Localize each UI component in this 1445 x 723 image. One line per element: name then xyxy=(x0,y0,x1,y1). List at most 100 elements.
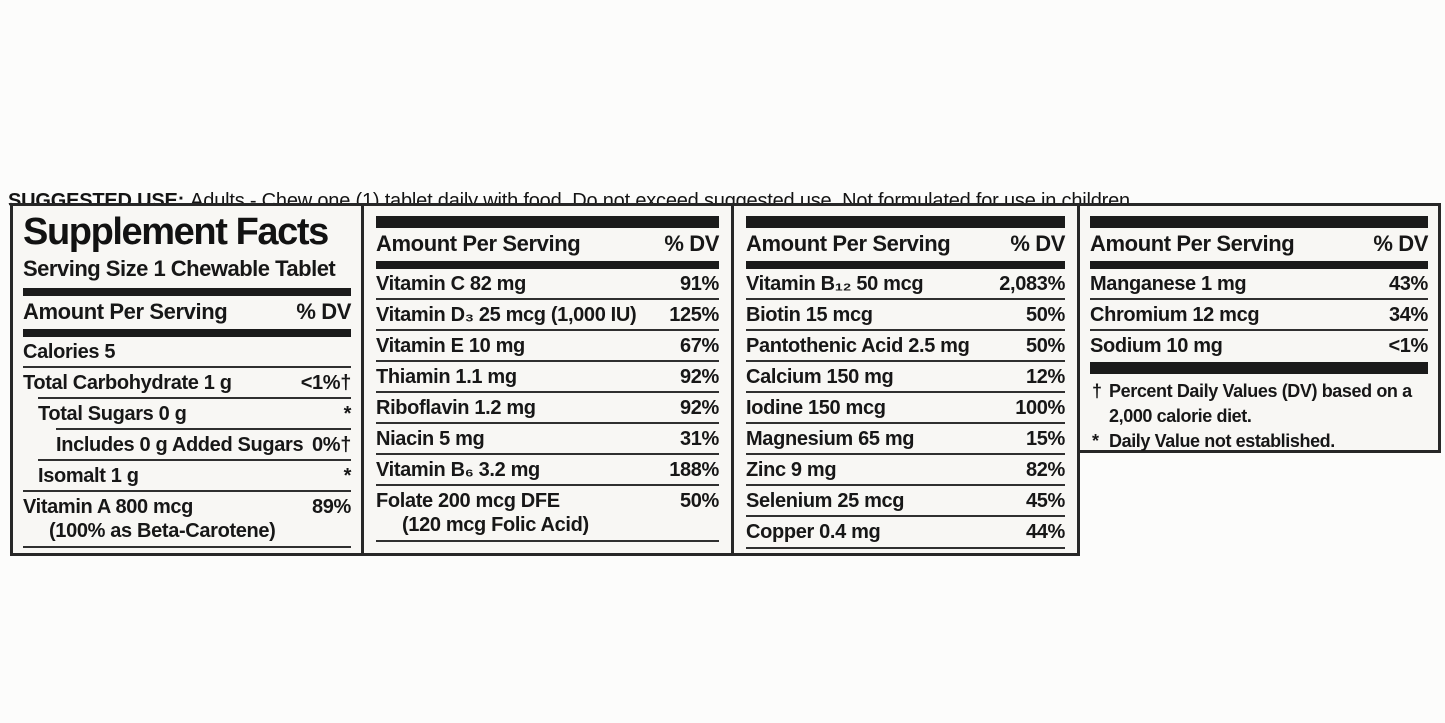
nutrient-name: Vitamin D₃ 25 mcg (1,000 IU) xyxy=(376,304,637,326)
nutrient-row: Includes 0 g Added Sugars 0%† xyxy=(56,428,351,459)
nutrient-name: Iodine 150 mcg xyxy=(746,397,886,419)
separator-bar xyxy=(376,216,719,228)
nutrient-row: Vitamin E 10 mg 67% xyxy=(376,329,719,360)
nutrient-row: Sodium 10 mg <1% xyxy=(1090,329,1428,360)
column-header: Amount Per Serving % DV xyxy=(23,296,351,329)
nutrient-row-main: Includes 0 g Added Sugars 0%† xyxy=(56,433,351,457)
nutrient-row-main: Total Sugars 0 g * xyxy=(38,402,351,426)
amount-per-serving-label: Amount Per Serving xyxy=(376,231,581,256)
percent-dv-label: % DV xyxy=(296,299,351,324)
nutrient-row-main: Selenium 25 mcg 45% xyxy=(746,489,1065,513)
nutrient-row: Copper 0.4 mg 44% xyxy=(746,515,1065,546)
nutrient-row: Vitamin D₃ 25 mcg (1,000 IU) 125% xyxy=(376,298,719,329)
nutrient-name: Biotin 15 mcg xyxy=(746,304,873,326)
nutrient-row: Calories 5 xyxy=(23,337,351,366)
nutrient-dv-value: 82% xyxy=(1026,459,1065,481)
nutrient-dv-value: 2,083% xyxy=(999,273,1065,295)
nutrient-row: Manganese 1 mg 43% xyxy=(1090,269,1428,298)
nutrient-row: Vitamin A 800 mcg 89% (100% as Beta-Caro… xyxy=(23,490,351,545)
separator-bar xyxy=(1090,261,1428,269)
nutrient-row: Isomalt 1 g * xyxy=(38,459,351,490)
nutrient-row-main: Sodium 10 mg <1% xyxy=(1090,334,1428,358)
nutrient-name: Vitamin A 800 mcg xyxy=(23,496,194,518)
nutrient-dv-value: 91% xyxy=(680,273,719,295)
footnote: † Percent Daily Values (DV) based on a 2,0… xyxy=(1092,379,1426,429)
nutrient-name: Folate 200 mcg DFE xyxy=(376,490,560,512)
nutrient-rows: Manganese 1 mg 43% Chromium 12 mcg 34% S… xyxy=(1090,269,1428,360)
nutrient-row: Iodine 150 mcg 100% xyxy=(746,391,1065,422)
column-header: Amount Per Serving % DV xyxy=(1090,228,1428,261)
nutrient-row: Calcium 150 mg 12% xyxy=(746,360,1065,391)
nutrient-name: Chromium 12 mcg xyxy=(1090,304,1260,326)
serving-size: Serving Size 1 Chewable Tablet xyxy=(23,256,336,281)
nutrient-row: Niacin 5 mg 31% xyxy=(376,422,719,453)
nutrient-row: Folate 200 mcg DFE 50% (120 mcg Folic Ac… xyxy=(376,484,719,539)
nutrient-name: Includes 0 g Added Sugars xyxy=(56,434,304,456)
nutrient-name: Isomalt 1 g xyxy=(38,465,139,487)
nutrient-row: Pantothenic Acid 2.5 mg 50% xyxy=(746,329,1065,360)
nutrient-name: Total Carbohydrate 1 g xyxy=(23,372,232,394)
nutrient-name: Calcium 150 mg xyxy=(746,366,894,388)
nutrient-row: Zinc 9 mg 82% xyxy=(746,453,1065,484)
nutrient-name: Calories 5 xyxy=(23,341,116,363)
panel-column-vitamins-1: Amount Per Serving % DV Vitamin C 82 mg … xyxy=(361,203,734,556)
panel-column-general: Supplement Facts Serving Size 1 Chewable… xyxy=(10,203,364,556)
nutrient-dv-value: 44% xyxy=(1026,521,1065,543)
nutrient-row-main: Vitamin A 800 mcg 89% xyxy=(23,495,351,519)
supplement-facts-panel: Supplement Facts Serving Size 1 Chewable… xyxy=(10,203,1441,556)
nutrient-dv-value: 15% xyxy=(1026,428,1065,450)
nutrient-dv-value: 43% xyxy=(1389,273,1428,295)
amount-per-serving-label: Amount Per Serving xyxy=(23,299,228,324)
percent-dv-label: % DV xyxy=(1010,231,1065,256)
nutrient-dv-value: 12% xyxy=(1026,366,1065,388)
footnotes: † Percent Daily Values (DV) based on a 2,0… xyxy=(1090,374,1428,454)
nutrient-row: Riboflavin 1.2 mg 92% xyxy=(376,391,719,422)
nutrient-dv-value: 50% xyxy=(1026,335,1065,357)
separator-bar xyxy=(1090,362,1428,374)
nutrient-row-main: Zinc 9 mg 82% xyxy=(746,458,1065,482)
nutrient-row-main: Calcium 150 mg 12% xyxy=(746,365,1065,389)
footnote-text-line2: 2,000 calorie diet. xyxy=(1109,406,1252,426)
nutrient-dv-value: * xyxy=(343,465,352,487)
footnote: * Daily Value not established. xyxy=(1092,429,1426,454)
nutrient-rows: Vitamin B₁₂ 50 mcg 2,083% Biotin 15 mcg … xyxy=(746,269,1065,546)
nutrient-row: Total Carbohydrate 1 g <1%† xyxy=(23,366,351,397)
nutrient-row-main: Vitamin B₁₂ 50 mcg 2,083% xyxy=(746,272,1065,296)
nutrient-dv-value: 188% xyxy=(669,459,719,481)
nutrient-row-main: Vitamin B₆ 3.2 mg 188% xyxy=(376,458,719,482)
nutrient-row-main: Calories 5 xyxy=(23,340,351,364)
nutrient-row-main: Copper 0.4 mg 44% xyxy=(746,520,1065,544)
nutrient-name: Riboflavin 1.2 mg xyxy=(376,397,536,419)
nutrient-name: Vitamin B₆ 3.2 mg xyxy=(376,459,540,481)
panel-column-vitamins-2: Amount Per Serving % DV Vitamin B₁₂ 50 m… xyxy=(731,203,1080,556)
nutrient-dv-value: 50% xyxy=(680,490,719,512)
end-separator xyxy=(376,540,719,542)
nutrient-row-main: Chromium 12 mcg 34% xyxy=(1090,303,1428,327)
nutrient-row: Biotin 15 mcg 50% xyxy=(746,298,1065,329)
nutrient-dv-value: * xyxy=(343,403,352,425)
nutrient-subtext: (120 mcg Folic Acid) xyxy=(402,514,589,536)
nutrient-dv-value: 92% xyxy=(680,366,719,388)
nutrient-row-main: Iodine 150 mcg 100% xyxy=(746,396,1065,420)
nutrient-name: Manganese 1 mg xyxy=(1090,273,1247,295)
nutrient-dv-value: <1%† xyxy=(300,372,352,394)
nutrient-row: Selenium 25 mcg 45% xyxy=(746,484,1065,515)
nutrient-name: Total Sugars 0 g xyxy=(38,403,187,425)
separator-bar xyxy=(23,288,351,296)
nutrient-row: Vitamin B₆ 3.2 mg 188% xyxy=(376,453,719,484)
nutrient-row: Total Sugars 0 g * xyxy=(38,397,351,428)
end-separator xyxy=(746,547,1065,549)
percent-dv-label: % DV xyxy=(1373,231,1428,256)
separator-bar xyxy=(1090,216,1428,228)
nutrient-row: Vitamin B₁₂ 50 mcg 2,083% xyxy=(746,269,1065,298)
nutrient-name: Magnesium 65 mg xyxy=(746,428,915,450)
nutrient-dv-value: 67% xyxy=(680,335,719,357)
nutrient-name: Vitamin E 10 mg xyxy=(376,335,525,357)
nutrient-row-main: Riboflavin 1.2 mg 92% xyxy=(376,396,719,420)
column-header: Amount Per Serving % DV xyxy=(746,228,1065,261)
column-header: Amount Per Serving % DV xyxy=(376,228,719,261)
end-separator xyxy=(23,546,351,548)
nutrient-name: Sodium 10 mg xyxy=(1090,335,1223,357)
nutrient-name: Pantothenic Acid 2.5 mg xyxy=(746,335,970,357)
nutrient-dv-value: <1% xyxy=(1388,335,1428,357)
